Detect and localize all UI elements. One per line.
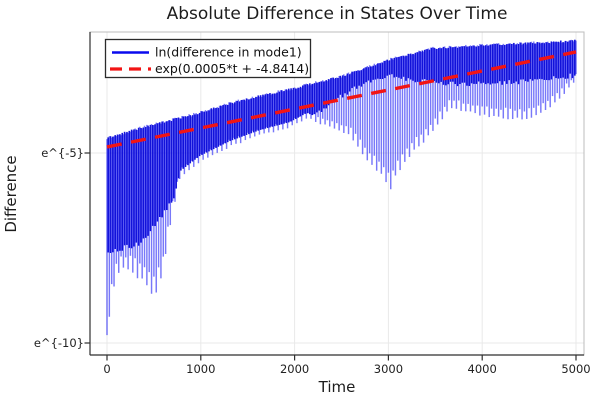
legend-label: ln(difference in mode1) <box>155 45 302 60</box>
series-exp-fit <box>106 50 577 149</box>
x-tick-label: 1000 <box>186 362 215 376</box>
x-tick-label: 4000 <box>468 362 497 376</box>
series-ln-difference-dense <box>107 39 576 254</box>
tick-marks <box>84 152 577 361</box>
x-tick-label: 3000 <box>374 362 403 376</box>
y-tick-label: e^{-5} <box>41 146 84 160</box>
plot-title: Absolute Difference in States Over Time <box>167 4 508 24</box>
x-axis-label: Time <box>318 378 356 396</box>
legend-box <box>104 38 312 79</box>
x-tick-label: 2000 <box>280 362 309 376</box>
y-axis-label: Difference <box>2 155 20 232</box>
x-tick-label: 0 <box>103 362 110 376</box>
y-tick-label: e^{-10} <box>34 336 84 350</box>
legend: ln(difference in mode1) exp(0.0005*t + -… <box>104 38 312 79</box>
x-tick-label: 5000 <box>561 362 590 376</box>
fit-line <box>106 50 577 149</box>
legend-label: exp(0.0005*t + -4.8414) <box>155 61 309 76</box>
series-ln-difference-light <box>106 39 577 336</box>
